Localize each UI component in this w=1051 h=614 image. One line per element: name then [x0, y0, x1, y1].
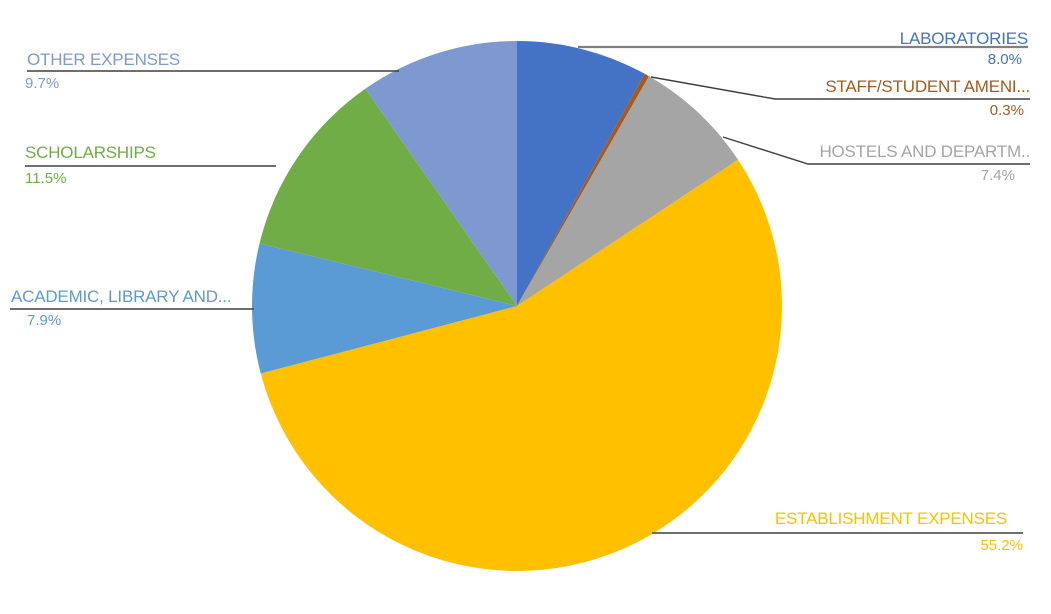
value-staff-student: 0.3% [989, 102, 1024, 119]
value-establishment: 55.2% [980, 537, 1023, 554]
pie-slice-6-other-expenses[interactable] [365, 41, 517, 306]
value-scholarships: 11.5% [25, 170, 67, 187]
label-scholarships: SCHOLARSHIPS [25, 143, 156, 162]
pie-slice-3-establishment-expenses[interactable] [260, 159, 782, 571]
label-laboratories: LABORATORIES [899, 29, 1028, 48]
label-staff-student: STAFF/STUDENT AMENI... [825, 77, 1030, 96]
pie-slice-4-academic-library-and[interactable] [251, 243, 518, 374]
leader-line-hostels [722, 136, 1030, 165]
leader-line-staff-student [650, 76, 1030, 100]
value-academic: 7.9% [27, 312, 62, 329]
value-laboratories: 8.0% [987, 51, 1022, 68]
pie-slice-0-laboratories[interactable] [517, 41, 645, 306]
value-other-expenses: 9.7% [25, 75, 60, 92]
pie-slice-2-hostels-and-departm[interactable] [517, 76, 739, 306]
label-establishment: ESTABLISHMENT EXPENSES [774, 509, 1007, 528]
pie-slice-1-staff-student-ameni[interactable] [517, 73, 650, 306]
pie-slice-5-scholarships[interactable] [259, 88, 517, 307]
label-academic: ACADEMIC, LIBRARY AND... [11, 287, 232, 306]
value-hostels: 7.4% [980, 167, 1015, 184]
label-other-expenses: OTHER EXPENSES [27, 50, 181, 69]
label-hostels: HOSTELS AND DEPARTM.. [819, 142, 1030, 161]
